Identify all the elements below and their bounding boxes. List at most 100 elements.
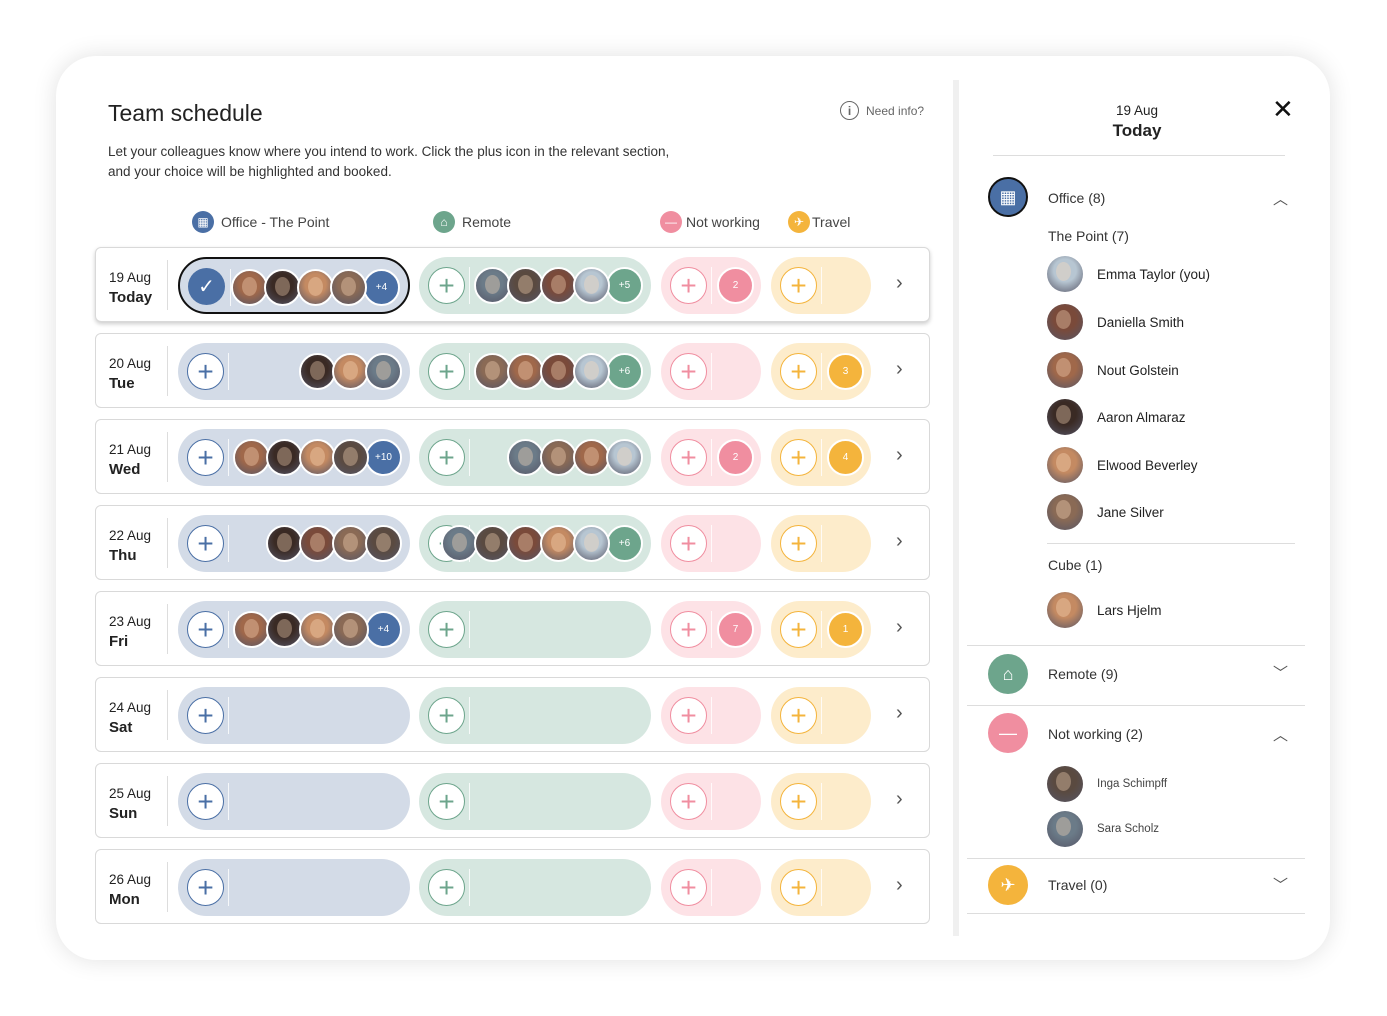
not-working-pill[interactable]: + — [661, 773, 761, 830]
remote-pill[interactable]: + — [419, 687, 651, 744]
not-working-count-badge[interactable]: 7 — [717, 611, 754, 648]
add-not-working-button[interactable]: + — [670, 611, 707, 648]
section-remote[interactable]: Remote (9) — [1048, 666, 1119, 682]
add-travel-button[interactable]: + — [780, 353, 817, 390]
add-remote-button[interactable]: + — [428, 611, 465, 648]
add-travel-button[interactable]: + — [780, 869, 817, 906]
add-office-button[interactable]: + — [187, 697, 224, 734]
more-count-badge[interactable]: +6 — [606, 353, 643, 390]
add-remote-button[interactable]: + — [428, 353, 465, 390]
travel-count-badge[interactable]: 1 — [827, 611, 864, 648]
not-working-pill[interactable]: +2 — [661, 429, 761, 486]
chevron-right-icon[interactable]: › — [896, 444, 903, 466]
chevron-up-icon[interactable]: ︿ — [1273, 727, 1289, 744]
add-travel-button[interactable]: + — [780, 783, 817, 820]
person-item[interactable]: Nout Golstein — [1047, 352, 1179, 388]
chevron-right-icon[interactable]: › — [896, 358, 903, 380]
add-remote-button[interactable]: + — [428, 439, 465, 476]
person-item[interactable]: Elwood Beverley — [1047, 447, 1198, 483]
more-count-badge[interactable]: +4 — [365, 611, 402, 648]
person-item[interactable]: Jane Silver — [1047, 494, 1164, 530]
remote-pill[interactable]: + +6 — [419, 343, 651, 400]
more-count-badge[interactable]: +5 — [606, 267, 643, 304]
remote-pill[interactable]: + — [419, 429, 651, 486]
add-not-working-button[interactable]: + — [670, 525, 707, 562]
travel-pill[interactable]: + — [771, 773, 871, 830]
add-office-button[interactable]: + — [187, 525, 224, 562]
chevron-right-icon[interactable]: › — [896, 788, 903, 810]
add-not-working-button[interactable]: + — [670, 439, 707, 476]
add-office-button[interactable]: + — [187, 869, 224, 906]
add-not-working-button[interactable]: + — [670, 869, 707, 906]
add-not-working-button[interactable]: + — [670, 267, 707, 304]
office-pill[interactable]: + — [178, 859, 410, 916]
chevron-up-icon[interactable]: ︿ — [1273, 191, 1289, 208]
travel-count-badge[interactable]: 4 — [827, 439, 864, 476]
remote-pill[interactable]: + +5 — [419, 257, 651, 314]
office-pill[interactable]: + +10 — [178, 429, 410, 486]
remote-pill[interactable]: + — [419, 773, 651, 830]
add-remote-button[interactable]: + — [428, 267, 465, 304]
section-not-working[interactable]: Not working (2) — [1048, 726, 1143, 742]
person-item[interactable]: Sara Scholz — [1047, 811, 1159, 847]
add-not-working-button[interactable]: + — [670, 353, 707, 390]
travel-pill[interactable]: + — [771, 859, 871, 916]
chevron-right-icon[interactable]: › — [896, 874, 903, 896]
chevron-right-icon[interactable]: › — [896, 616, 903, 638]
office-pill[interactable]: + — [178, 773, 410, 830]
person-item[interactable]: Inga Schimpff — [1047, 766, 1167, 802]
not-working-pill[interactable]: + — [661, 515, 761, 572]
add-office-button[interactable]: + — [187, 353, 224, 390]
not-working-pill[interactable]: + — [661, 687, 761, 744]
add-office-button[interactable]: + — [187, 611, 224, 648]
travel-pill[interactable]: + — [771, 257, 871, 314]
chevron-right-icon[interactable]: › — [896, 272, 903, 294]
travel-pill[interactable]: +1 — [771, 601, 871, 658]
add-office-button[interactable]: + — [187, 783, 224, 820]
not-working-pill[interactable]: + — [661, 343, 761, 400]
close-icon[interactable]: ✕ — [1272, 94, 1294, 124]
office-pill[interactable]: + — [178, 343, 410, 400]
office-pill[interactable]: ✓ +4 — [178, 257, 410, 314]
add-travel-button[interactable]: + — [780, 525, 817, 562]
travel-count-badge[interactable]: 3 — [827, 353, 864, 390]
more-count-badge[interactable]: +6 — [606, 525, 643, 562]
add-remote-button[interactable]: + — [428, 697, 465, 734]
add-not-working-button[interactable]: + — [670, 697, 707, 734]
remote-pill[interactable]: + — [419, 859, 651, 916]
add-travel-button[interactable]: + — [780, 697, 817, 734]
chevron-right-icon[interactable]: › — [896, 702, 903, 724]
not-working-count-badge[interactable]: 2 — [717, 267, 754, 304]
add-remote-button[interactable]: + — [428, 869, 465, 906]
add-office-button[interactable]: + — [187, 439, 224, 476]
remote-pill[interactable]: ++6 — [419, 515, 651, 572]
person-item[interactable]: Daniella Smith — [1047, 304, 1184, 340]
office-pill[interactable]: + — [178, 687, 410, 744]
chevron-right-icon[interactable]: › — [896, 530, 903, 552]
need-info-link[interactable]: i Need info? — [840, 101, 924, 120]
chevron-down-icon[interactable]: ﹀ — [1273, 877, 1289, 894]
add-travel-button[interactable]: + — [780, 267, 817, 304]
person-item[interactable]: Lars Hjelm — [1047, 592, 1162, 628]
not-working-pill[interactable]: + — [661, 859, 761, 916]
more-count-badge[interactable]: +10 — [365, 439, 402, 476]
travel-pill[interactable]: + — [771, 687, 871, 744]
section-office[interactable]: Office (8) — [1048, 190, 1106, 206]
travel-pill[interactable]: +4 — [771, 429, 871, 486]
office-pill[interactable]: + — [178, 515, 410, 572]
check-icon[interactable]: ✓ — [188, 268, 225, 305]
person-item[interactable]: Aaron Almaraz — [1047, 399, 1186, 435]
not-working-pill[interactable]: +7 — [661, 601, 761, 658]
chevron-down-icon[interactable]: ﹀ — [1273, 665, 1289, 682]
not-working-pill[interactable]: +2 — [661, 257, 761, 314]
more-count-badge[interactable]: +4 — [363, 269, 400, 306]
section-travel[interactable]: Travel (0) — [1048, 877, 1108, 893]
person-item[interactable]: Emma Taylor (you) — [1047, 256, 1210, 292]
add-remote-button[interactable]: + — [428, 783, 465, 820]
travel-pill[interactable]: + — [771, 515, 871, 572]
add-travel-button[interactable]: + — [780, 611, 817, 648]
add-not-working-button[interactable]: + — [670, 783, 707, 820]
not-working-count-badge[interactable]: 2 — [717, 439, 754, 476]
add-travel-button[interactable]: + — [780, 439, 817, 476]
office-pill[interactable]: + +4 — [178, 601, 410, 658]
